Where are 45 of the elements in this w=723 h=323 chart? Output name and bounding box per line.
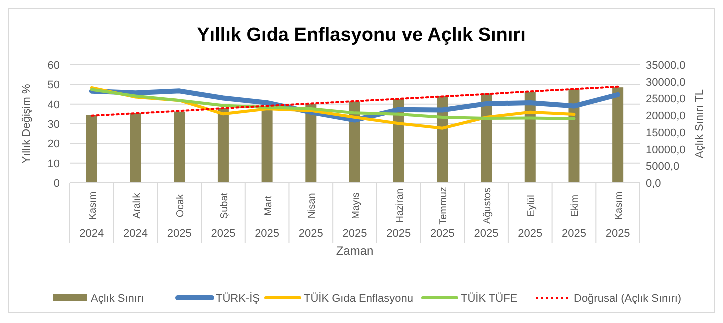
y2-tick-label: 10000,0 <box>646 144 686 156</box>
category-label: Mart 2025 <box>255 196 280 240</box>
line-series <box>90 86 620 117</box>
y-tick-label: 30 <box>48 119 60 131</box>
x-tick-label: Nisan 2025 <box>298 193 324 240</box>
line-series <box>90 88 576 120</box>
x-tick-label: Eylül 2025 <box>518 195 543 240</box>
bar <box>218 108 229 183</box>
x-tick-label: Ağustos 2025 <box>474 188 499 240</box>
bar <box>174 112 186 183</box>
y-tick-label: 60 <box>48 60 60 72</box>
y2-tick-label: 30000,0 <box>646 76 686 89</box>
x-tick-label: Aralık 2024 <box>124 192 148 240</box>
chart-title: Yıllık Gıda Enflasyonu ve Açlık Sınırı <box>197 25 526 46</box>
legend-label: Doğrusal (Açlık Sınırı) <box>574 293 682 305</box>
y-axis-title: Yıllık Değişim % <box>21 84 33 164</box>
y-tick-label: 40 <box>48 99 60 112</box>
x-tick-label: Haziran 2025 <box>386 188 412 240</box>
y2-tick-label: 35000,0 <box>646 60 686 72</box>
legend-label: TÜİK Gıda Enflasyonu <box>304 292 414 305</box>
bar <box>86 115 98 183</box>
y-tick-label: 50 <box>48 80 60 92</box>
y2-tick-label: 25000,0 <box>646 94 686 106</box>
y2-axis-title: Açlık Sınırı TL <box>694 90 706 158</box>
bar <box>130 113 142 183</box>
x-tick-label: Kasım 2025 <box>606 192 630 240</box>
legend-label: TÜRK-İŞ <box>216 292 260 305</box>
x-tick-label: Kasım 2024 <box>80 192 104 240</box>
bar <box>612 88 624 183</box>
x-tick-label: Ocak 2025 <box>167 193 192 240</box>
y-tick-label: 10 <box>48 158 60 170</box>
x-tick-label: Ekim 2025 <box>562 194 586 240</box>
y2-tick-label: 20000,0 <box>646 110 686 123</box>
y-tick-label: 20 <box>48 138 60 151</box>
y2-tick-label: 5000,0 <box>646 161 680 174</box>
y-tick-label: 0 <box>54 178 60 190</box>
x-axis-title: Zaman <box>336 244 374 258</box>
y2-tick-label: 0,0 <box>646 178 662 190</box>
x-tick-label: Temmuz 2025 <box>430 187 455 240</box>
legend-label: TÜİK TÜFE <box>461 292 518 305</box>
legend-label: Açlık Sınırı <box>91 293 144 305</box>
x-tick-label: Mayıs 2025 <box>342 192 368 240</box>
bar <box>306 104 317 183</box>
y2-tick-label: 15000,0 <box>646 127 686 140</box>
x-tick-label: Şubat 2025 <box>211 192 236 240</box>
